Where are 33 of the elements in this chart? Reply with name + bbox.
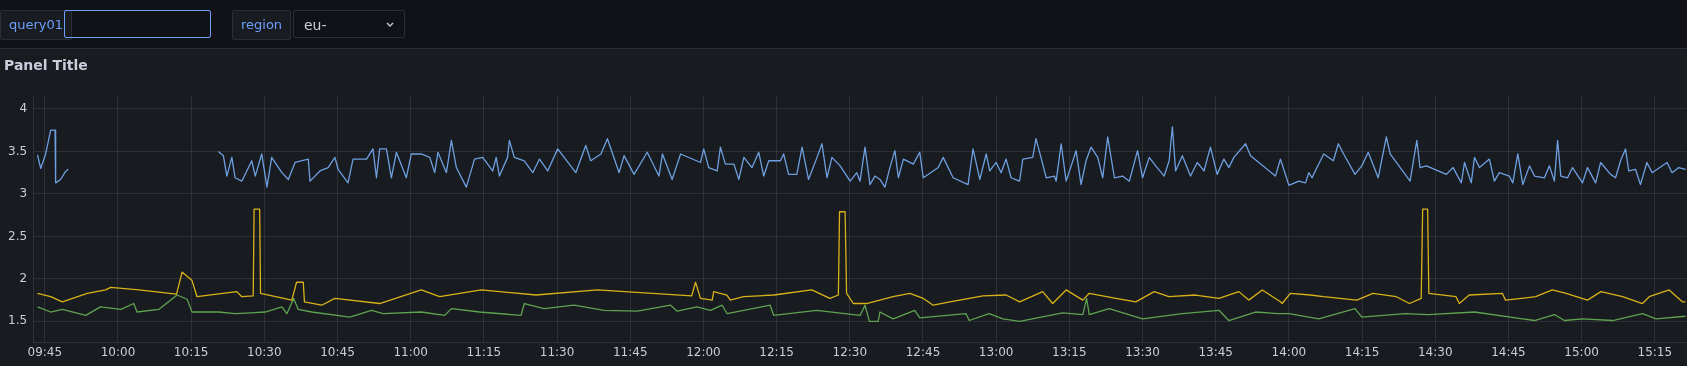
text: region (232, 10, 292, 40)
x-tick-label: 13:15 (1052, 344, 1087, 359)
x-tick-label: 11:45 (612, 344, 648, 359)
y-tick-label: 3 (19, 186, 28, 201)
x-tick-label: 15:00 (1564, 344, 1599, 359)
x-tick-label: 11:00 (393, 344, 428, 359)
x-tick-label: 13:30 (1125, 344, 1160, 359)
text: eu- (304, 17, 327, 33)
text: query01 (0, 10, 73, 40)
y-tick-label: 4 (19, 101, 28, 116)
x-tick-label: 10:30 (247, 344, 282, 359)
x-tick-label: 12:30 (832, 344, 868, 359)
x-tick-label: 13:00 (978, 344, 1014, 359)
x-tick-label: 14:45 (1491, 344, 1526, 359)
y-tick-label: 2 (19, 271, 28, 285)
x-tick-label: 12:45 (905, 344, 941, 359)
y-tick-label: 2.5 (7, 228, 28, 243)
x-tick-label: 09:45 (27, 344, 63, 359)
x-tick-label: 14:15 (1344, 344, 1380, 359)
x-tick-label: 10:45 (320, 344, 355, 359)
x-tick-label: 14:30 (1417, 344, 1453, 359)
x-tick-label: 15:15 (1637, 344, 1673, 359)
x-tick-label: 13:45 (1198, 344, 1233, 359)
x-tick-label: 14:00 (1271, 344, 1307, 359)
x-tick-label: 10:15 (173, 344, 209, 359)
x-tick-label: 11:30 (539, 344, 575, 359)
x-tick-label: 11:15 (466, 344, 502, 359)
x-tick-label: 12:15 (759, 344, 794, 359)
x-tick-label: 12:00 (686, 344, 721, 359)
chart-title: Panel Title (4, 57, 88, 73)
y-tick-label: 1.5 (7, 313, 28, 328)
y-tick-label: 3.5 (7, 143, 28, 158)
x-tick-label: 10:00 (100, 344, 136, 359)
